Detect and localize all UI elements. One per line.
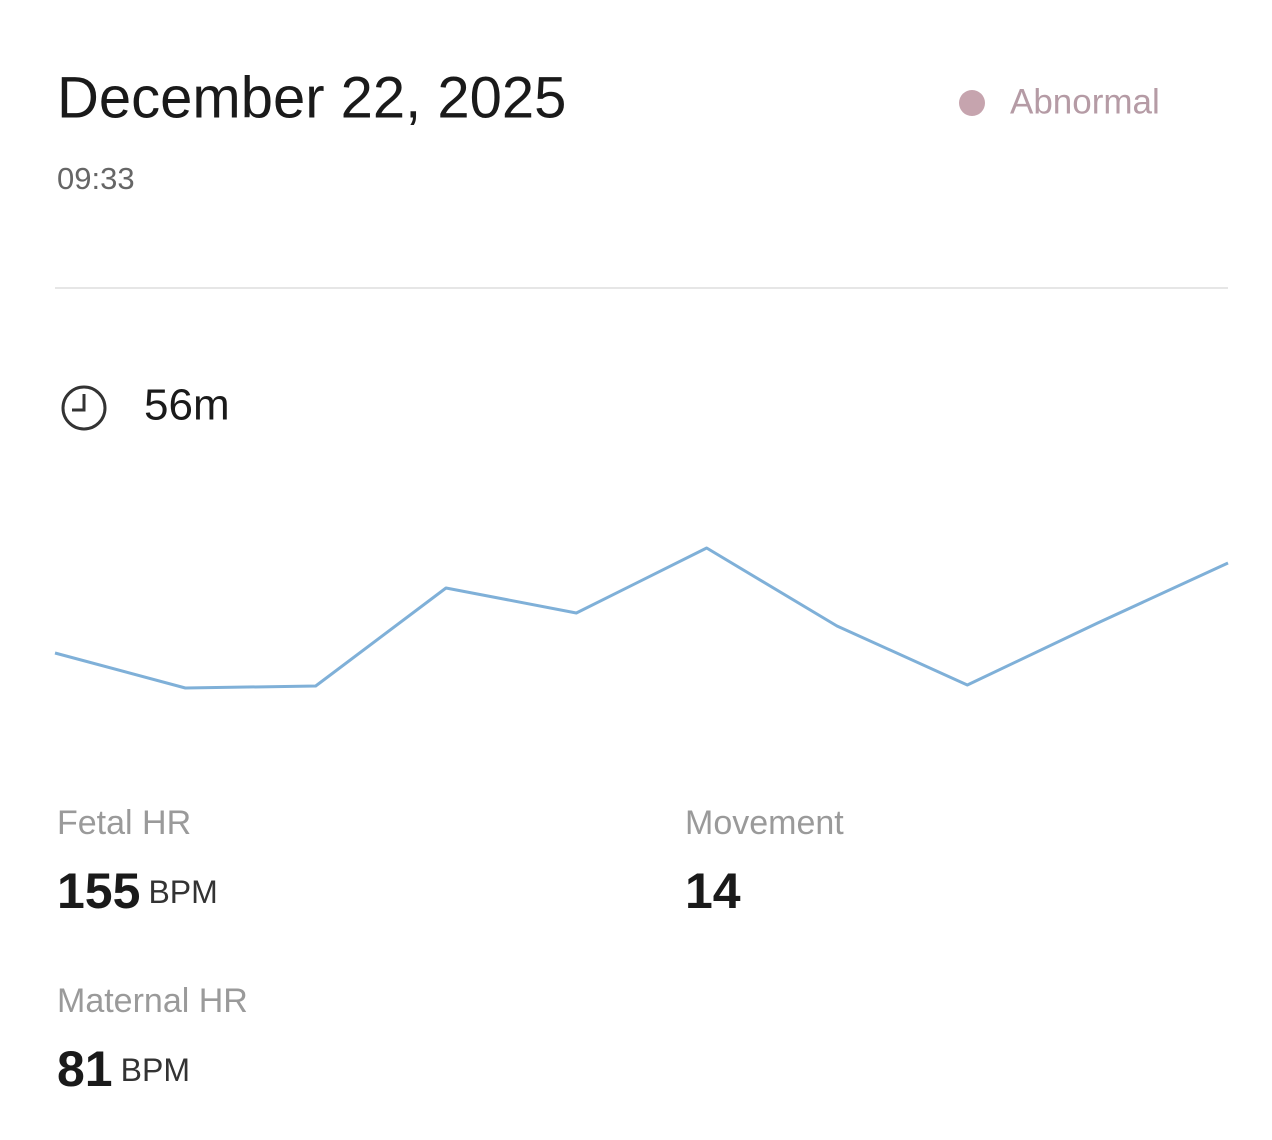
stat-value: 14: [685, 863, 741, 919]
sparkline: [54, 546, 1229, 690]
stat-label: Fetal HR: [57, 804, 191, 842]
stat-label: Maternal HR: [57, 982, 248, 1020]
time: 09:33: [57, 161, 135, 196]
stat-number: 14: [685, 863, 741, 919]
trend-line: [54, 546, 1229, 690]
clock-icon: [61, 385, 107, 431]
stat-value: 155 BPM: [57, 863, 218, 919]
stat-unit: BPM: [148, 874, 217, 910]
stat-label: Movement: [685, 804, 844, 842]
stat-number: 81: [57, 1041, 113, 1097]
stat-unit: BPM: [121, 1052, 190, 1088]
stat-number: 155: [57, 863, 140, 919]
status-dot: [959, 90, 985, 116]
date-title: December 22, 2025: [57, 65, 566, 130]
status-label: Abnormal: [1010, 82, 1160, 121]
stat-value: 81 BPM: [57, 1041, 190, 1097]
duration: 56m: [144, 381, 230, 430]
